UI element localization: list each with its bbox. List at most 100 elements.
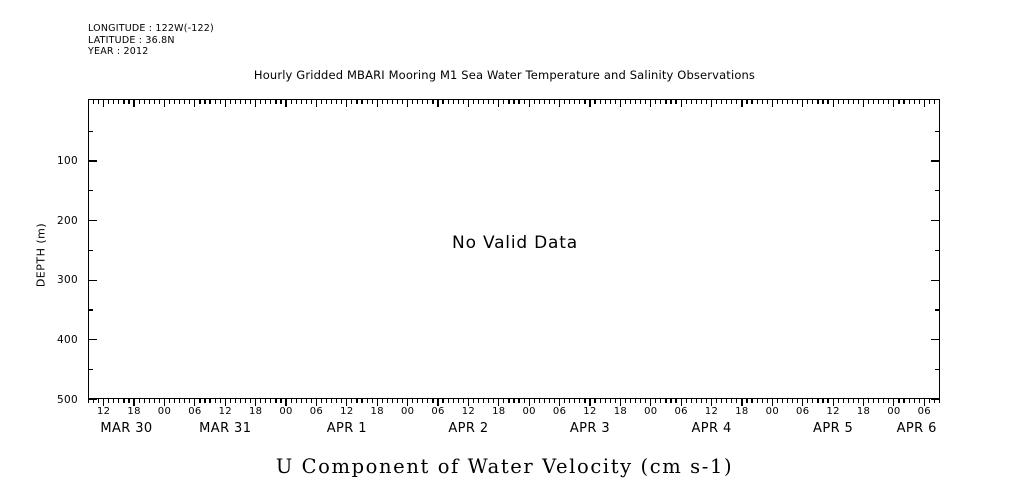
x-axis-tick bbox=[533, 399, 535, 403]
x-axis-tick bbox=[569, 399, 571, 403]
x-axis-tick bbox=[832, 399, 834, 406]
x-axis-tick bbox=[802, 399, 804, 406]
x-axis-hour-label: 00 bbox=[400, 406, 415, 417]
x-axis-tick bbox=[401, 399, 404, 403]
x-axis-tick bbox=[604, 399, 606, 403]
x-axis-tick bbox=[538, 399, 540, 403]
x-axis-hour-label: 06 bbox=[917, 406, 931, 417]
x-axis-tick bbox=[913, 399, 915, 403]
x-axis-tick bbox=[685, 399, 687, 403]
x-axis-tick bbox=[867, 399, 870, 403]
x-axis-tick bbox=[746, 399, 748, 403]
x-axis-hour-label: 00 bbox=[887, 406, 901, 417]
x-axis-tick bbox=[224, 399, 226, 406]
x-axis-hour-label: 00 bbox=[279, 406, 293, 417]
x-axis-tick bbox=[442, 399, 444, 403]
x-axis-tick bbox=[847, 399, 849, 403]
x-axis-tick bbox=[776, 399, 778, 403]
x-axis-tick bbox=[508, 399, 510, 403]
x-axis-tick bbox=[771, 399, 773, 406]
x-axis-tick bbox=[386, 399, 388, 403]
x-axis-tick bbox=[523, 399, 525, 403]
x-axis-tick bbox=[731, 399, 733, 403]
x-axis-tick bbox=[812, 399, 814, 403]
x-axis-tick bbox=[888, 399, 890, 403]
x-axis-tick bbox=[852, 399, 854, 403]
x-axis-tick bbox=[862, 399, 865, 406]
x-axis-tick bbox=[827, 399, 829, 403]
x-axis-tick bbox=[285, 399, 287, 406]
x-axis-tick bbox=[270, 399, 272, 403]
x-axis-tick bbox=[153, 399, 155, 403]
x-axis-tick bbox=[558, 399, 561, 406]
x-axis-tick bbox=[574, 399, 576, 403]
x-axis-tick bbox=[680, 399, 682, 406]
x-axis-tick bbox=[214, 399, 216, 403]
x-axis-tick bbox=[396, 399, 399, 403]
x-axis-hour-label: 00 bbox=[765, 406, 779, 417]
x-axis-date-label: APR 1 bbox=[326, 421, 367, 436]
x-axis-tick bbox=[751, 399, 753, 403]
x-axis-tick bbox=[488, 399, 490, 403]
x-axis-tick bbox=[726, 399, 728, 403]
x-axis-tick bbox=[483, 399, 485, 403]
x-axis-tick bbox=[599, 399, 601, 403]
x-axis-tick bbox=[660, 399, 662, 403]
x-axis-tick bbox=[710, 399, 713, 406]
x-axis-hour-label: 12 bbox=[826, 406, 840, 417]
x-axis-hour-label: 06 bbox=[431, 406, 445, 417]
x-axis-tick bbox=[766, 399, 768, 403]
x-axis-tick bbox=[143, 399, 145, 403]
x-axis-tick bbox=[275, 399, 277, 403]
x-axis-tick bbox=[179, 399, 181, 403]
x-axis-tick bbox=[736, 399, 738, 403]
x-axis-hour-label: 12 bbox=[340, 406, 354, 417]
x-axis-hour-label: 00 bbox=[644, 406, 658, 417]
x-axis-tick bbox=[432, 399, 434, 403]
x-axis-tick bbox=[918, 399, 920, 403]
y-axis-tick-label: 400 bbox=[57, 333, 78, 346]
x-axis-tick bbox=[265, 399, 267, 403]
x-axis-tick bbox=[381, 399, 383, 403]
x-axis-tick bbox=[640, 399, 642, 403]
plot-area: No Valid Data bbox=[88, 99, 940, 399]
x-axis-hour-label: 12 bbox=[704, 406, 719, 417]
x-axis-tick bbox=[908, 399, 910, 403]
x-axis-tick bbox=[903, 399, 905, 403]
x-axis-hour-label: 06 bbox=[796, 406, 810, 417]
x-axis-tick bbox=[553, 399, 556, 403]
x-axis-tick bbox=[761, 399, 763, 403]
plot-title: Hourly Gridded MBARI Mooring M1 Sea Wate… bbox=[253, 68, 756, 82]
x-axis-tick bbox=[933, 399, 936, 403]
x-axis-hour-label: 00 bbox=[157, 406, 172, 417]
x-axis-tick bbox=[128, 399, 130, 403]
x-axis-date-label: APR 2 bbox=[448, 421, 489, 436]
x-axis-tick bbox=[138, 399, 140, 403]
x-axis-tick bbox=[665, 399, 667, 403]
x-axis-tick bbox=[219, 399, 221, 403]
x-axis-tick bbox=[346, 399, 348, 406]
x-axis-hour-label: 18 bbox=[492, 406, 506, 417]
x-axis-tick bbox=[594, 399, 596, 403]
y-axis-tick-right bbox=[931, 398, 939, 401]
x-axis-hour-label: 06 bbox=[309, 406, 324, 417]
x-axis-tick bbox=[634, 399, 637, 403]
x-axis-tick bbox=[467, 399, 469, 406]
x-axis-tick bbox=[174, 399, 176, 403]
x-axis-tick bbox=[295, 399, 297, 403]
x-axis-tick bbox=[472, 399, 475, 403]
x-axis-tick bbox=[163, 399, 166, 406]
latitude-text: LATITUDE : 36.8N bbox=[88, 34, 175, 46]
x-axis-tick bbox=[716, 399, 718, 403]
x-axis-tick bbox=[189, 399, 191, 403]
x-axis-tick bbox=[371, 399, 373, 403]
x-axis-tick bbox=[938, 399, 941, 403]
metadata-block: LONGITUDE : 122W(-122) LATITUDE : 36.8N … bbox=[88, 23, 214, 58]
x-axis-tick bbox=[584, 399, 586, 403]
x-axis-tick bbox=[498, 399, 500, 406]
x-axis-tick bbox=[168, 399, 171, 403]
x-axis-tick bbox=[209, 399, 211, 403]
x-axis-tick bbox=[113, 399, 115, 403]
x-axis-tick bbox=[407, 399, 409, 406]
plot-caption: U Component of Water Velocity (cm s-1) bbox=[275, 455, 734, 478]
